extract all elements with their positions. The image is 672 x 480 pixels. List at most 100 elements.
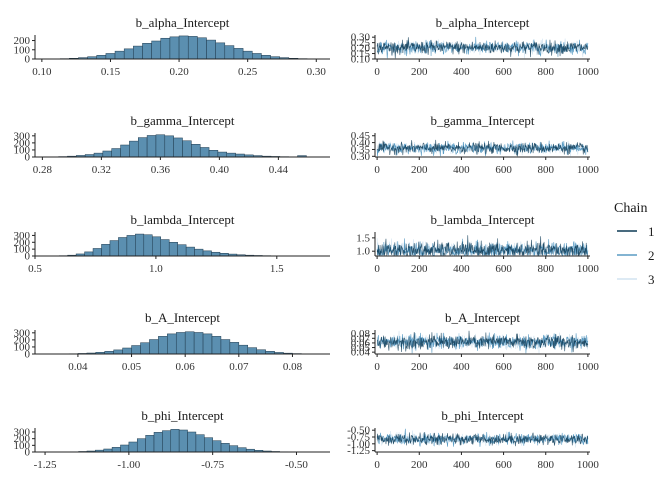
histogram-bar xyxy=(118,237,128,257)
histogram-bar xyxy=(142,43,152,60)
y-tick-label: 0 xyxy=(25,54,31,66)
y-tick-label: 0.06 xyxy=(351,337,371,349)
histogram-bar xyxy=(152,236,161,257)
histogram-bar xyxy=(169,36,180,60)
histogram-bar xyxy=(167,333,177,355)
x-tick-label: 1000 xyxy=(577,263,600,275)
histogram-bar xyxy=(120,444,130,453)
x-tick-label: 0.04 xyxy=(68,361,88,373)
histogram-bar xyxy=(226,152,236,158)
histogram-bar xyxy=(220,443,230,453)
x-tick-label: 0 xyxy=(374,164,380,176)
histogram-bar xyxy=(120,144,130,158)
y-tick-label: 100 xyxy=(14,440,31,452)
y-tick-label: 0.40 xyxy=(351,137,371,149)
histogram-bar xyxy=(158,336,168,355)
histogram-bar xyxy=(251,53,262,60)
histogram-bar xyxy=(92,248,102,257)
histogram-bar xyxy=(146,135,157,158)
panel-title: b_phi_Intercept xyxy=(441,408,524,423)
x-tick-label: 200 xyxy=(411,459,428,471)
histogram-bar xyxy=(184,331,195,355)
histogram-bar xyxy=(177,244,187,257)
histogram-bar xyxy=(111,148,121,158)
histogram-bar xyxy=(149,339,159,355)
histogram-bar xyxy=(256,349,266,355)
legend-title: Chain xyxy=(614,201,647,216)
x-tick-label: 0 xyxy=(374,361,380,373)
y-tick-label: 0.30 xyxy=(351,151,371,163)
panel-title: b_alpha_Intercept xyxy=(436,15,530,30)
y-tick-label: 0.30 xyxy=(351,32,371,44)
x-tick-label: 600 xyxy=(495,459,512,471)
x-tick-label: 0.28 xyxy=(33,164,53,176)
x-tick-label: -1.00 xyxy=(117,459,140,471)
x-tick-label: 400 xyxy=(453,361,470,373)
histogram-bar xyxy=(194,248,204,257)
y-tick-label: 200 xyxy=(14,334,31,346)
y-tick-label: 1.0 xyxy=(356,246,370,258)
histogram-bar xyxy=(212,440,222,453)
y-tick-label: 200 xyxy=(14,433,31,445)
x-tick-label: 0.15 xyxy=(101,66,121,78)
x-tick-label: 0.5 xyxy=(28,263,42,275)
x-tick-label: 0.30 xyxy=(307,66,327,78)
x-tick-label: 800 xyxy=(537,361,554,373)
histogram-bar xyxy=(131,345,141,355)
x-tick-label: 200 xyxy=(411,164,428,176)
histogram-panel-b_gamma_Intercept: b_gamma_Intercept 0.28 0.32 0.36 0.40 0.44 010… xyxy=(14,113,330,176)
histogram-bar xyxy=(145,435,155,453)
panel-title: b_lambda_Intercept xyxy=(131,212,235,227)
x-tick-label: 0.32 xyxy=(92,164,111,176)
histogram-bar xyxy=(153,432,163,453)
x-tick-label: 0.44 xyxy=(269,164,289,176)
histogram-bar xyxy=(195,434,205,453)
histogram-bar xyxy=(238,344,249,355)
y-tick-label: 0.35 xyxy=(351,144,371,156)
histogram-bar xyxy=(229,342,240,355)
histogram-bar xyxy=(185,246,195,257)
x-tick-label: 1.0 xyxy=(149,263,163,275)
x-tick-label: 0.25 xyxy=(238,66,258,78)
y-tick-label: 0.05 xyxy=(351,342,371,354)
x-tick-label: 200 xyxy=(411,361,428,373)
histogram-bar xyxy=(175,332,186,355)
histogram-bar xyxy=(211,251,221,257)
x-tick-label: 600 xyxy=(495,263,512,275)
y-tick-label: 300 xyxy=(14,130,31,142)
histogram-bar xyxy=(140,342,150,355)
x-tick-label: 400 xyxy=(453,164,470,176)
histogram-bar xyxy=(133,45,143,60)
histogram-bar xyxy=(224,45,235,60)
histogram-bar xyxy=(173,137,183,158)
x-tick-label: 0 xyxy=(374,459,380,471)
y-tick-label: 0 xyxy=(25,251,31,263)
x-tick-label: 400 xyxy=(453,66,470,78)
histogram-bar xyxy=(135,233,145,257)
x-tick-label: 800 xyxy=(537,66,554,78)
histogram-bar xyxy=(164,135,174,158)
histogram-bar xyxy=(197,37,207,60)
x-tick-label: 600 xyxy=(495,361,512,373)
x-tick-label: -0.75 xyxy=(201,459,224,471)
trace-panel-b_phi_Intercept: b_phi_Intercept 0 200 400 600 800 1000 -1.25-1.… xyxy=(347,408,599,471)
histogram-bar xyxy=(199,147,210,158)
panel-title: b_gamma_Intercept xyxy=(131,113,235,128)
y-tick-label: 0 xyxy=(25,349,31,361)
panel-title: b_A_Intercept xyxy=(145,310,220,325)
histogram-bar xyxy=(202,250,212,257)
histogram-bar xyxy=(242,50,253,60)
histogram-bar xyxy=(101,244,111,257)
y-tick-label: 0.07 xyxy=(351,333,371,345)
panel-title: b_alpha_Intercept xyxy=(136,15,230,30)
histogram-bar xyxy=(122,347,132,355)
histogram-bar xyxy=(109,240,119,257)
histogram-bar xyxy=(128,441,138,453)
x-tick-label: 1000 xyxy=(577,459,600,471)
x-tick-label: 200 xyxy=(411,66,428,78)
legend-label-chain-1: 1 xyxy=(648,224,655,239)
panel-title: b_gamma_Intercept xyxy=(431,113,535,128)
